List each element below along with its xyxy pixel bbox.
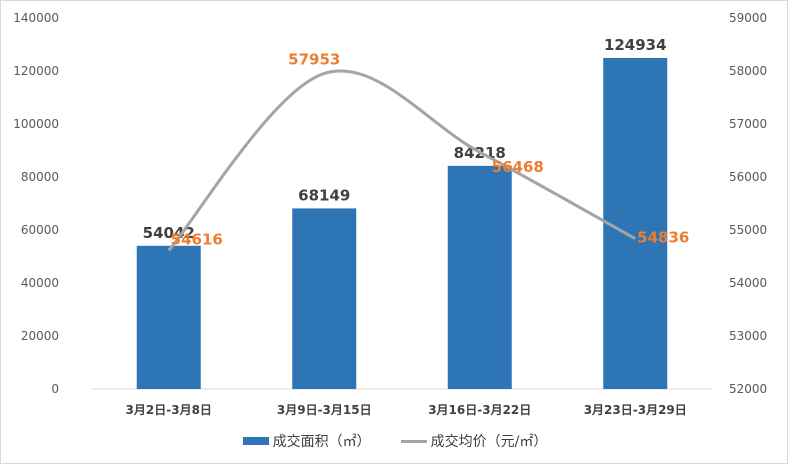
y-right-tick: 52000 (729, 382, 767, 396)
y-left-tick: 140000 (13, 11, 59, 25)
price-line (167, 69, 636, 252)
x-tick-label: 3月2日-3月8日 (126, 403, 212, 417)
x-tick-label: 3月23日-3月29日 (584, 403, 687, 417)
legend-swatch-bar (242, 437, 269, 445)
y-right-tick: 55000 (729, 223, 767, 237)
y-left-tick: 0 (51, 382, 59, 396)
bar (292, 208, 357, 389)
y-right-tick: 53000 (729, 329, 767, 343)
line-data-label: 54836 (637, 229, 689, 247)
y-right-tick: 57000 (729, 117, 767, 131)
bar-data-label: 124934 (604, 36, 667, 54)
bar-data-label: 68149 (298, 186, 350, 204)
line-data-label: 57953 (288, 50, 340, 68)
x-tick-label: 3月9日-3月15日 (277, 403, 372, 417)
legend: 成交面积（㎡） 成交均价（元/㎡） (1, 431, 788, 451)
y-left-tick: 120000 (13, 64, 59, 78)
y-left-tick: 100000 (13, 117, 59, 131)
y-right-tick: 59000 (729, 11, 767, 25)
y-left-tick: 80000 (21, 170, 59, 184)
bar (603, 57, 668, 390)
y-right-tick: 54000 (729, 276, 767, 290)
bar (447, 165, 512, 389)
line-data-label: 54616 (171, 230, 223, 248)
legend-label: 成交面积（㎡） (272, 434, 371, 450)
legend-label: 成交均价（元/㎡） (430, 434, 548, 450)
y-left-tick: 60000 (21, 223, 59, 237)
y-right-tick: 56000 (729, 170, 767, 184)
y-left-tick: 20000 (21, 329, 59, 343)
bar (136, 245, 201, 389)
y-right-tick: 58000 (729, 64, 767, 78)
legend-item-area: 成交面积（㎡） (242, 431, 371, 451)
bar-data-label: 54042 (143, 224, 195, 242)
line-data-label: 56468 (492, 158, 544, 176)
legend-swatch-line (400, 439, 427, 443)
x-tick-label: 3月16日-3月22日 (428, 403, 531, 417)
y-left-tick: 40000 (21, 276, 59, 290)
legend-item-price: 成交均价（元/㎡） (400, 431, 548, 451)
